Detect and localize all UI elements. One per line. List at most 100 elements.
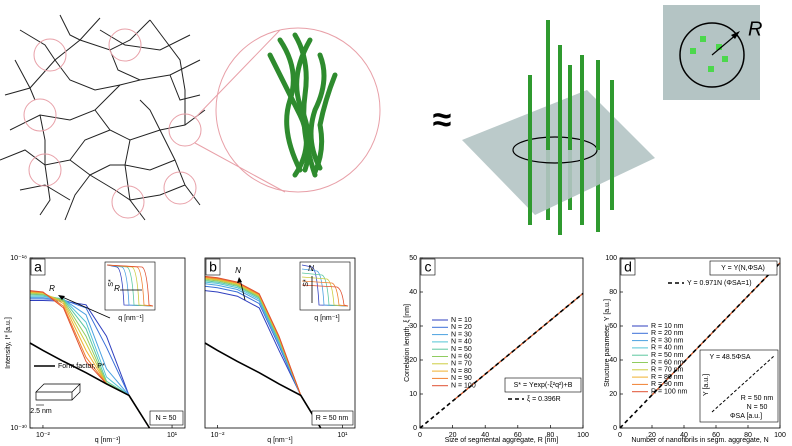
- decoration: [30, 258, 46, 276]
- plot-frame: [204, 257, 356, 429]
- annotation: R = 50 nm: [316, 415, 349, 422]
- legend-label: R = 80 nm: [651, 374, 684, 381]
- radius-label: R: [748, 18, 762, 40]
- legend-label: R = 20 nm: [651, 330, 684, 337]
- annotation: N = 50: [747, 404, 768, 411]
- series-line: [419, 292, 584, 429]
- legend-label: N = 60: [451, 353, 472, 360]
- annotation: Υ [a.u.]: [703, 374, 710, 396]
- x-tick-label: 10¹: [167, 432, 178, 439]
- annotation: N: [235, 266, 241, 275]
- annotation: R: [49, 284, 55, 293]
- panel-letter: a: [34, 259, 42, 275]
- decoration: [301, 264, 349, 307]
- x-axis-label: q [nm⁻¹]: [267, 437, 293, 444]
- decoration: [699, 349, 779, 423]
- decoration: [301, 272, 349, 307]
- y-tick-label: 80: [609, 289, 617, 296]
- x-tick-label: 100: [577, 432, 589, 439]
- fibril-network: [0, 14, 206, 221]
- legend-label: N = 80: [451, 368, 472, 375]
- annotation: ΦSA [a.u.]: [730, 413, 762, 420]
- y-axis-label: Correlation length, ξ [nm]: [404, 304, 411, 382]
- annotation: q [nm⁻¹]: [118, 315, 144, 322]
- legend-label: N = 30: [451, 331, 472, 338]
- decoration: [35, 383, 81, 401]
- legend-label: N = 100: [451, 383, 476, 390]
- aggregate-model: [462, 20, 655, 235]
- y-tick-label: 0: [613, 425, 617, 432]
- decoration: [420, 258, 436, 276]
- y-tick-label: 100: [605, 255, 617, 262]
- y-tick-label: 60: [609, 323, 617, 330]
- annotation: Υ = Υ(N,ΦSA): [721, 265, 765, 272]
- y-tick-label: 10⁻¹⁸: [10, 255, 27, 262]
- decoration: [301, 284, 349, 307]
- y-tick-label: 40: [409, 289, 417, 296]
- legend-label: R = 60 nm: [651, 359, 684, 366]
- y-tick-label: 0: [413, 425, 417, 432]
- annotation: N = 50: [156, 415, 177, 422]
- legend-label: N = 20: [451, 324, 472, 331]
- decoration: [104, 261, 156, 311]
- x-tick-label: 0: [418, 432, 422, 439]
- annotation: S*: [108, 279, 115, 287]
- decoration: [311, 410, 354, 426]
- y-tick-label: 50: [409, 255, 417, 262]
- x-axis-label: Number of nanofibrils in segm. aggregate…: [631, 437, 768, 444]
- annotation: S*: [303, 279, 310, 287]
- legend-label: R = 10 nm: [651, 323, 684, 330]
- annotation: R: [114, 284, 120, 293]
- decoration: [149, 410, 184, 426]
- x-axis-label: q [nm⁻¹]: [95, 437, 121, 444]
- approx-sign: ≈: [433, 101, 452, 139]
- x-tick-label: 0: [618, 432, 622, 439]
- x-tick-label: 20: [648, 432, 656, 439]
- annotation: Υ = 48.5ΦSA: [709, 354, 750, 361]
- decoration: [711, 355, 775, 413]
- legend-label: N = 50: [451, 346, 472, 353]
- decoration: [620, 258, 636, 276]
- decoration: [205, 258, 221, 276]
- series-line: [619, 262, 781, 429]
- legend-label: N = 10: [451, 317, 472, 324]
- decoration: [58, 295, 65, 300]
- decoration: [709, 260, 778, 276]
- series-line: [29, 342, 151, 429]
- x-tick-label: 80: [744, 432, 752, 439]
- annotation: Form factor, P*: [58, 363, 105, 370]
- panel-letter: b: [209, 259, 217, 275]
- legend-label: R = 100 nm: [651, 389, 688, 396]
- legend-label: R = 40 nm: [651, 345, 684, 352]
- plot-frame: [619, 257, 781, 429]
- annotation: S* = Υexp(-ξ²q²)+B: [514, 382, 573, 389]
- legend-label: ξ = 0.396R: [527, 396, 561, 403]
- legend-label: R = 70 nm: [651, 367, 684, 374]
- series-line: [204, 342, 322, 429]
- panel-letter: c: [425, 259, 432, 275]
- x-tick-label: 10¹: [337, 432, 348, 439]
- legend-label: Υ = 0.971N (ΦSA=1): [687, 280, 752, 287]
- decoration: [301, 280, 349, 307]
- y-axis-label: Structure parameter, Υ [a.u.]: [604, 299, 611, 387]
- decoration: [106, 264, 154, 307]
- zoom-circles: [23, 27, 381, 219]
- legend-label: N = 40: [451, 339, 472, 346]
- x-tick-label: 20: [449, 432, 457, 439]
- y-axis-label: Intensity, I* [a.u.]: [5, 317, 12, 369]
- annotation: 2.5 nm: [30, 408, 52, 415]
- plot-frame: [29, 257, 186, 429]
- x-tick-label: 100: [774, 432, 786, 439]
- decoration: [239, 278, 246, 301]
- plot-frame: [419, 257, 584, 429]
- y-tick-label: 20: [409, 357, 417, 364]
- decoration: [504, 377, 582, 393]
- legend-label: R = 90 nm: [651, 381, 684, 388]
- x-tick-label: 40: [680, 432, 688, 439]
- panel-letter: d: [624, 259, 632, 275]
- decoration: [59, 295, 111, 319]
- y-tick-label: 10⁻³⁰: [10, 424, 27, 432]
- y-tick-label: 20: [609, 391, 617, 398]
- y-tick-label: 30: [409, 323, 417, 330]
- x-axis-label: Size of segmental aggregate, R [nm]: [445, 437, 559, 444]
